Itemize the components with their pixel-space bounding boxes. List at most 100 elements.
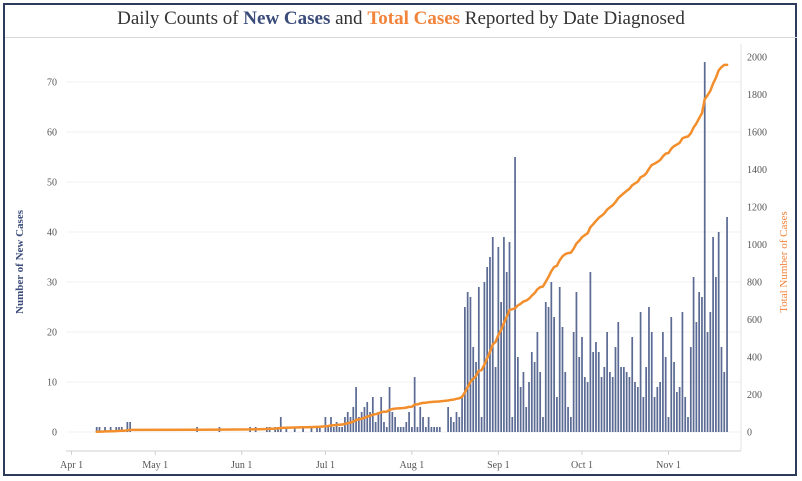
bar: [438, 427, 441, 432]
y2-tick-label: 2000: [747, 53, 767, 64]
bar: [684, 397, 687, 432]
bar: [689, 347, 692, 432]
bar: [645, 367, 648, 432]
bar: [109, 427, 112, 432]
bar: [399, 427, 402, 432]
y2-tick-label: 1000: [747, 240, 767, 251]
bar: [692, 277, 695, 432]
bar: [609, 372, 611, 432]
bar: [355, 387, 357, 432]
bar: [542, 417, 544, 432]
bar: [427, 417, 430, 432]
bar: [636, 387, 639, 432]
bar: [723, 372, 726, 432]
bar: [477, 287, 480, 432]
bar: [595, 342, 597, 432]
bar: [302, 427, 304, 432]
x-tick-label: Aug 1: [400, 460, 425, 471]
bar: [575, 292, 578, 432]
bar: [589, 272, 592, 432]
y2-tick-label: 1600: [747, 128, 767, 139]
bar: [385, 427, 388, 432]
bar: [118, 427, 120, 432]
bar: [332, 427, 335, 432]
bar: [667, 417, 670, 432]
bar: [293, 427, 296, 432]
title-total-cases: Total Cases: [367, 8, 461, 29]
bar: [625, 372, 628, 432]
bar: [327, 427, 330, 432]
bar: [620, 367, 622, 432]
bar: [458, 417, 461, 432]
bar: [383, 422, 385, 432]
x-tick-label: Jul 1: [316, 460, 335, 471]
bar: [363, 407, 366, 432]
bar: [505, 272, 508, 432]
y2-tick-label: 400: [747, 353, 762, 364]
x-tick-label: Oct 1: [571, 460, 593, 471]
bar: [416, 427, 419, 432]
bar: [701, 297, 703, 432]
bar: [98, 427, 101, 432]
bar: [586, 382, 589, 432]
bar: [530, 352, 533, 432]
y2-tick-label: 800: [747, 278, 762, 289]
x-tick-label: Jun 1: [231, 460, 252, 471]
bar: [104, 427, 106, 432]
bar: [391, 412, 394, 432]
bar: [475, 362, 477, 432]
bar: [519, 387, 522, 432]
right-axis-title: Total Number of Cases: [778, 211, 790, 313]
bar: [480, 417, 483, 432]
bar: [516, 357, 519, 432]
y-tick-label: 20: [47, 328, 57, 339]
bar: [402, 427, 405, 432]
bar: [706, 332, 709, 432]
bar: [374, 422, 377, 432]
x-tick-label: May 1: [142, 460, 168, 471]
bar: [285, 427, 288, 432]
bar: [572, 332, 575, 432]
bar: [659, 382, 661, 432]
bar: [611, 377, 614, 432]
bar: [469, 297, 472, 432]
bar: [678, 387, 681, 432]
bar: [617, 322, 620, 432]
y2-tick-label: 600: [747, 315, 762, 326]
bar: [695, 322, 698, 432]
bar: [634, 382, 636, 432]
x-tick-label: Sep 1: [487, 460, 510, 471]
bar: [408, 412, 410, 432]
bar: [703, 62, 706, 432]
bar: [452, 422, 455, 432]
bar: [338, 427, 341, 432]
bar: [528, 382, 530, 432]
bar: [279, 417, 282, 432]
bar: [489, 257, 491, 432]
bar: [360, 412, 363, 432]
bar: [358, 417, 360, 432]
chart-title: Daily Counts of New Cases and Total Case…: [0, 8, 802, 30]
y2-tick-label: 200: [747, 390, 762, 401]
title-divider: [5, 37, 797, 38]
y2-tick-label: 1200: [747, 203, 767, 214]
bar: [483, 282, 486, 432]
bar: [569, 417, 572, 432]
bar: [129, 422, 132, 432]
bar: [628, 377, 631, 432]
bar: [514, 157, 516, 432]
bar: [597, 352, 600, 432]
bar: [115, 427, 118, 432]
bar: [550, 282, 553, 432]
bar: [592, 352, 595, 432]
bar: [687, 417, 689, 432]
bar: [369, 412, 371, 432]
bar: [664, 357, 667, 432]
x-axis-ticks: Apr 1 May 1 Jun 1 Jul 1 Aug 1 Sep 1 Oct 1 Nov 1: [60, 451, 681, 471]
y-tick-label: 50: [47, 178, 57, 189]
bar: [656, 387, 659, 432]
bar: [377, 412, 380, 432]
bar-series-new-cases: [95, 62, 728, 432]
right-axis-ticks: 0 200 400 600 800 1000 1200 1400 1600 1800 2000: [747, 53, 767, 439]
